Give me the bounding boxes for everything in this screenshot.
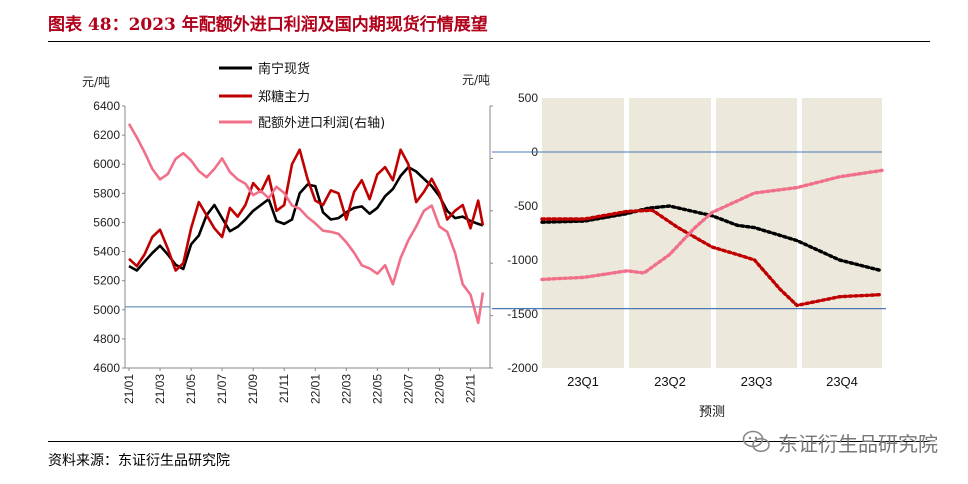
left-y-tick-label: 5200 (93, 274, 120, 288)
bottom-divider (48, 441, 930, 442)
chart-title: 图表 48：2023 年配额外进口利润及国内期现货行情展望 (48, 15, 488, 35)
right-axis-unit: 元/吨 (462, 73, 490, 87)
x-tick-label: 21/03 (153, 374, 167, 404)
watermark: 东证衍生品研究院 (742, 427, 938, 457)
quarter-label: 23Q3 (741, 374, 773, 389)
forecast-band (542, 98, 624, 368)
left-y-tick-label: 6200 (93, 128, 120, 142)
forecast-band (802, 98, 882, 368)
wechat-icon (742, 430, 770, 453)
left-y-tick-label: 6400 (93, 99, 120, 113)
legend-label-nanning: 南宁现货 (258, 61, 310, 77)
legend-label-profit: 配额外进口利润(右轴) (258, 116, 385, 131)
x-tick-label: 22/01 (308, 374, 322, 404)
legend: 南宁现货 郑糖主力 配额外进口利润(右轴) (219, 61, 385, 131)
right-chart-y-tick-label: -2000 (507, 361, 538, 375)
series-line-nanning (128, 165, 484, 272)
forecast-line-nanning (540, 204, 884, 273)
left-chart: 6400 6200 6000 5800 5600 5400 5200 5000 4800 4600… (82, 61, 493, 404)
x-tick-label: 21/01 (122, 374, 136, 404)
quarter-label: 23Q1 (567, 374, 599, 389)
x-tick-label: 22/03 (339, 374, 353, 404)
right-chart-y-tick-label: -1500 (507, 307, 538, 321)
series-line-profit (127, 123, 485, 325)
x-tick-label: 22/09 (432, 374, 446, 404)
watermark-text: 东证衍生品研究院 (778, 431, 938, 456)
left-y-tick-label: 5600 (93, 215, 120, 229)
x-tick-label: 22/05 (370, 374, 384, 404)
right-chart-y-tick-label: -500 (514, 199, 538, 213)
left-y-tick-label: 5400 (93, 245, 120, 259)
x-tick-label: 21/05 (184, 374, 198, 404)
x-tick-label: 21/07 (215, 374, 229, 404)
series-line-zhengtang (128, 148, 485, 272)
x-tick-label: 22/07 (401, 374, 415, 404)
right-chart-y-tick-label: 500 (518, 91, 538, 105)
right-chart-y-tick-label: -1000 (507, 253, 538, 267)
x-tick-label: 21/11 (277, 374, 291, 403)
left-y-tick-label: 6000 (93, 157, 120, 171)
forecast-line-profit (540, 168, 884, 282)
top-divider (48, 41, 930, 42)
right-chart: 5000-500-1000-1500-2000 23Q1 23Q2 23Q3 23Q4… (492, 91, 886, 419)
chart-canvas: 6400 6200 6000 5800 5600 5400 5200 5000 4800 4600… (82, 61, 886, 419)
left-y-tick-label: 5000 (93, 303, 120, 317)
forecast-band (629, 98, 711, 368)
forecast-band (716, 98, 797, 368)
legend-label-zhengtang: 郑糖主力 (258, 89, 310, 105)
left-y-tick-label: 5800 (93, 186, 120, 200)
forecast-line-zhengtang (540, 208, 884, 308)
left-y-tick-label: 4600 (93, 361, 120, 375)
left-y-tick-label: 4800 (93, 332, 120, 346)
quarter-label: 23Q4 (826, 374, 858, 389)
x-tick-label: 22/11 (463, 374, 477, 403)
source-note: 资料来源：东证衍生品研究院 (48, 453, 230, 469)
quarter-label: 23Q2 (654, 374, 686, 389)
x-tick-label: 21/09 (246, 374, 260, 404)
left-axis-unit: 元/吨 (82, 75, 110, 89)
x-axis-label: 预测 (699, 404, 725, 419)
